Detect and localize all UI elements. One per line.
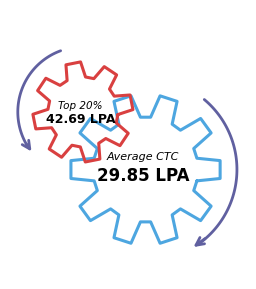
Text: 29.85 LPA: 29.85 LPA bbox=[97, 167, 189, 185]
Text: Top 20%: Top 20% bbox=[58, 101, 103, 111]
Text: 42.69 LPA: 42.69 LPA bbox=[46, 113, 115, 126]
Text: Average CTC: Average CTC bbox=[107, 152, 179, 162]
